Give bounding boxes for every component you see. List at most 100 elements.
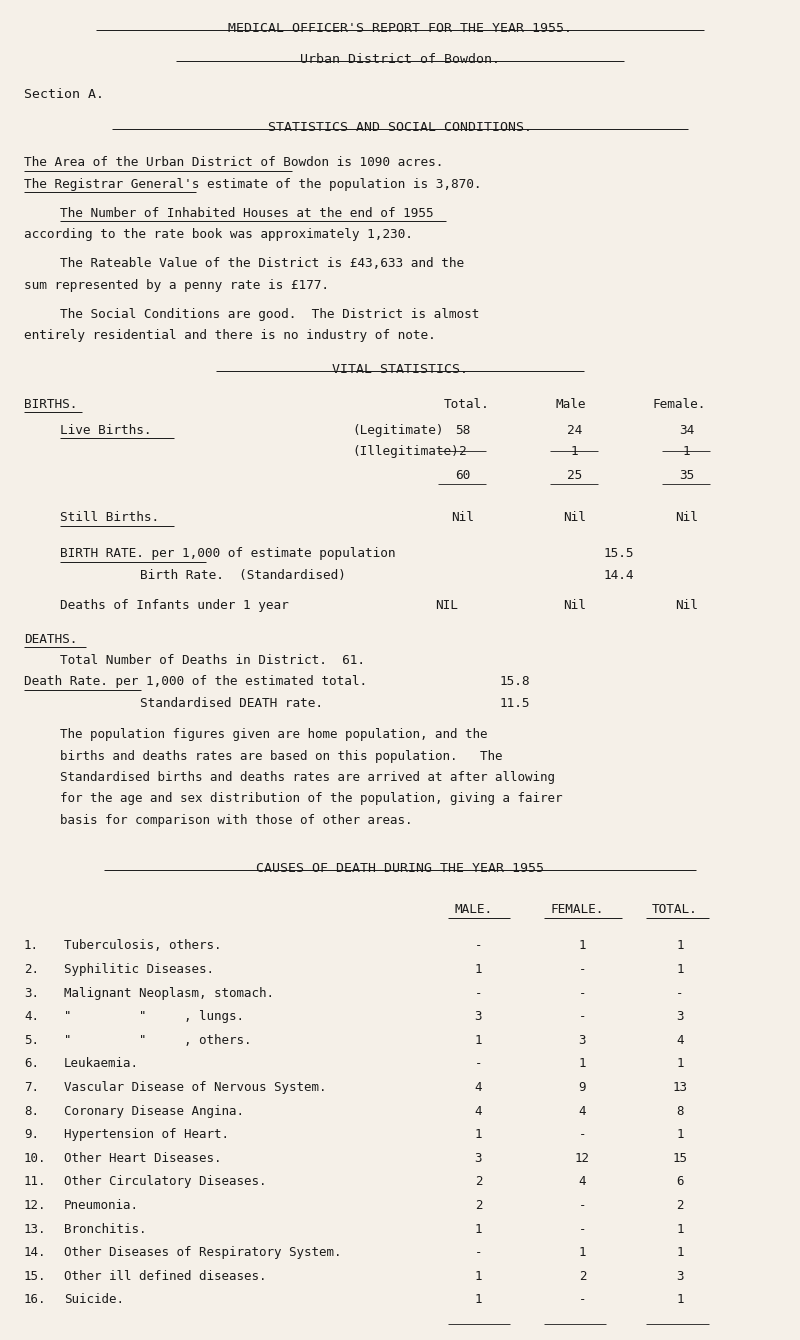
Text: Nil: Nil: [675, 599, 698, 612]
Text: sum represented by a penny rate is £177.: sum represented by a penny rate is £177.: [24, 279, 329, 292]
Text: 1: 1: [578, 1057, 586, 1071]
Text: 8: 8: [676, 1104, 684, 1118]
Text: 4.: 4.: [24, 1010, 39, 1024]
Text: -: -: [474, 1057, 482, 1071]
Text: 15.8: 15.8: [500, 675, 530, 689]
Text: 1: 1: [474, 1128, 482, 1142]
Text: -: -: [474, 1246, 482, 1260]
Text: 1: 1: [676, 1293, 684, 1306]
Text: 15.5: 15.5: [604, 547, 634, 560]
Text: Other ill defined diseases.: Other ill defined diseases.: [64, 1270, 266, 1282]
Text: The Area of the Urban District of Bowdon is 1090 acres.: The Area of the Urban District of Bowdon…: [24, 157, 443, 169]
Text: The Registrar General's estimate of the population is 3,870.: The Registrar General's estimate of the …: [24, 178, 482, 190]
Text: 1: 1: [474, 1270, 482, 1282]
Text: 1: 1: [570, 445, 578, 458]
Text: -: -: [474, 939, 482, 953]
Text: DEATHS.: DEATHS.: [24, 632, 78, 646]
Text: -: -: [578, 1199, 586, 1211]
Text: 11.: 11.: [24, 1175, 46, 1189]
Text: 7.: 7.: [24, 1081, 39, 1093]
Text: "         "     , lungs.: " " , lungs.: [64, 1010, 244, 1024]
Text: Syphilitic Diseases.: Syphilitic Diseases.: [64, 963, 214, 976]
Text: 9.: 9.: [24, 1128, 39, 1142]
Text: 58: 58: [454, 423, 470, 437]
Text: 1: 1: [474, 963, 482, 976]
Text: 2: 2: [676, 1199, 684, 1211]
Text: Malignant Neoplasm, stomach.: Malignant Neoplasm, stomach.: [64, 986, 274, 1000]
Text: Total.: Total.: [444, 398, 490, 411]
Text: Other Diseases of Respiratory System.: Other Diseases of Respiratory System.: [64, 1246, 342, 1260]
Text: 10.: 10.: [24, 1152, 46, 1164]
Text: 1: 1: [474, 1222, 482, 1235]
Text: 15.: 15.: [24, 1270, 46, 1282]
Text: 3: 3: [676, 1010, 684, 1024]
Text: 15: 15: [673, 1152, 687, 1164]
Text: -: -: [578, 1128, 586, 1142]
Text: 1: 1: [474, 1293, 482, 1306]
Text: Nil: Nil: [563, 512, 586, 524]
Text: 3: 3: [474, 1010, 482, 1024]
Text: 4: 4: [474, 1104, 482, 1118]
Text: 2: 2: [578, 1270, 586, 1282]
Text: 4: 4: [474, 1081, 482, 1093]
Text: 1: 1: [676, 1128, 684, 1142]
Text: -: -: [578, 1293, 586, 1306]
Text: 8.: 8.: [24, 1104, 39, 1118]
Text: 9: 9: [578, 1081, 586, 1093]
Text: The Number of Inhabited Houses at the end of 1955: The Number of Inhabited Houses at the en…: [60, 206, 434, 220]
Text: Live Births.: Live Births.: [60, 423, 151, 437]
Text: 6.: 6.: [24, 1057, 39, 1071]
Text: entirely residential and there is no industry of note.: entirely residential and there is no ind…: [24, 330, 436, 342]
Text: Deaths of Infants under 1 year: Deaths of Infants under 1 year: [60, 599, 289, 612]
Text: basis for comparison with those of other areas.: basis for comparison with those of other…: [60, 813, 413, 827]
Text: TOTAL.: TOTAL.: [652, 903, 698, 917]
Text: Nil: Nil: [451, 512, 474, 524]
Text: Hypertension of Heart.: Hypertension of Heart.: [64, 1128, 229, 1142]
Text: 2.: 2.: [24, 963, 39, 976]
Text: (Legitimate): (Legitimate): [352, 423, 443, 437]
Text: -: -: [578, 963, 586, 976]
Text: 13: 13: [673, 1081, 687, 1093]
Text: 25: 25: [566, 469, 582, 481]
Text: -: -: [578, 1010, 586, 1024]
Text: 1: 1: [474, 1034, 482, 1047]
Text: Section A.: Section A.: [24, 87, 104, 100]
Text: Coronary Disease Angina.: Coronary Disease Angina.: [64, 1104, 244, 1118]
Text: FEMALE.: FEMALE.: [550, 903, 604, 917]
Text: Other Heart Diseases.: Other Heart Diseases.: [64, 1152, 222, 1164]
Text: 12: 12: [575, 1152, 590, 1164]
Text: 35: 35: [678, 469, 694, 481]
Text: 1: 1: [676, 939, 684, 953]
Text: BIRTH RATE. per 1,000 of estimate population: BIRTH RATE. per 1,000 of estimate popula…: [60, 547, 395, 560]
Text: 16.: 16.: [24, 1293, 46, 1306]
Text: 6: 6: [676, 1175, 684, 1189]
Text: BIRTHS.: BIRTHS.: [24, 398, 78, 411]
Text: -: -: [578, 1222, 586, 1235]
Text: 34: 34: [678, 423, 694, 437]
Text: 3: 3: [474, 1152, 482, 1164]
Text: Standardised births and deaths rates are arrived at after allowing: Standardised births and deaths rates are…: [60, 770, 555, 784]
Text: The population figures given are home population, and the: The population figures given are home po…: [60, 728, 487, 741]
Text: CAUSES OF DEATH DURING THE YEAR 1955: CAUSES OF DEATH DURING THE YEAR 1955: [256, 862, 544, 875]
Text: 13.: 13.: [24, 1222, 46, 1235]
Text: Bronchitis.: Bronchitis.: [64, 1222, 146, 1235]
Text: 1: 1: [676, 1057, 684, 1071]
Text: MEDICAL OFFICER'S REPORT FOR THE YEAR 1955.: MEDICAL OFFICER'S REPORT FOR THE YEAR 19…: [228, 23, 572, 35]
Text: The Social Conditions are good.  The District is almost: The Social Conditions are good. The Dist…: [60, 308, 479, 320]
Text: -: -: [578, 986, 586, 1000]
Text: 14.4: 14.4: [604, 568, 634, 582]
Text: 24: 24: [566, 423, 582, 437]
Text: 1: 1: [682, 445, 690, 458]
Text: Female.: Female.: [652, 398, 706, 411]
Text: Nil: Nil: [675, 512, 698, 524]
Text: (Illegitimate): (Illegitimate): [352, 445, 458, 458]
Text: 1: 1: [676, 1246, 684, 1260]
Text: NIL: NIL: [435, 599, 458, 612]
Text: MALE.: MALE.: [454, 903, 493, 917]
Text: STATISTICS AND SOCIAL CONDITIONS.: STATISTICS AND SOCIAL CONDITIONS.: [268, 122, 532, 134]
Text: 60: 60: [454, 469, 470, 481]
Text: 12.: 12.: [24, 1199, 46, 1211]
Text: Vascular Disease of Nervous System.: Vascular Disease of Nervous System.: [64, 1081, 326, 1093]
Text: Suicide.: Suicide.: [64, 1293, 124, 1306]
Text: 1.: 1.: [24, 939, 39, 953]
